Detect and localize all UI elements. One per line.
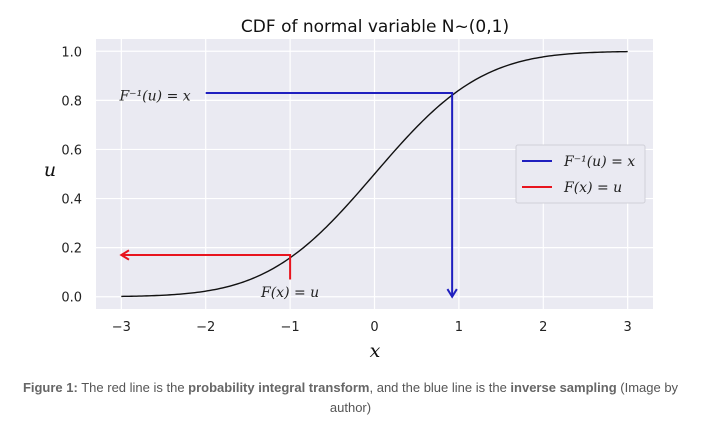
x-tick-label: 3 — [624, 320, 632, 335]
caption-text-2: , and the blue line is the — [369, 380, 511, 395]
figure-caption: Figure 1: The red line is the probabilit… — [0, 378, 701, 418]
x-tick-label: 2 — [539, 320, 547, 335]
legend-label-forward: F(x) = u — [563, 180, 622, 196]
y-tick-label: 0.4 — [61, 193, 82, 208]
x-tick-labels: −3 −2 −1 0 1 2 3 — [112, 320, 632, 335]
legend-label-inverse: F⁻¹(u) = x — [563, 154, 635, 170]
caption-bold-1: probability integral transform — [188, 380, 370, 395]
caption-bold-2: inverse sampling — [510, 380, 617, 395]
y-tick-label: 0.2 — [61, 242, 82, 257]
y-tick-label: 0.6 — [61, 143, 82, 158]
annotation-inverse: F⁻¹(u) = x — [118, 88, 190, 104]
y-tick-label: 0.8 — [61, 94, 82, 109]
series-line-1 — [121, 254, 292, 280]
caption-text-1: The red line is the — [77, 380, 189, 395]
y-tick-label: 0.0 — [61, 291, 82, 306]
caption-line-2: author) — [329, 400, 372, 415]
cdf-curve-line — [121, 50, 628, 298]
caption-text-3: (Image by — [616, 380, 679, 395]
chart-title: CDF of normal variable N~(0,1) — [241, 17, 509, 37]
legend-box — [515, 144, 646, 204]
x-tick-label: 0 — [370, 320, 378, 335]
caption-prefix: Figure 1: — [22, 380, 78, 395]
series-line-0 — [205, 92, 454, 297]
y-tick-label: 1.0 — [61, 45, 82, 60]
series-arrowhead-0 — [446, 288, 458, 299]
x-tick-label: −3 — [112, 320, 131, 335]
x-tick-label: 1 — [455, 320, 463, 335]
legend: F⁻¹(u) = x F(x) = u — [515, 144, 646, 204]
cdf-chart: CDF of normal variable N~(0,1) −3 −2 −1 0 1 2… — [44, 17, 653, 362]
series-arrowhead-1 — [119, 249, 130, 261]
series-paths — [119, 92, 458, 299]
annotation-forward: F(x) = u — [260, 285, 319, 301]
x-tick-label: −2 — [196, 320, 215, 335]
y-axis-label: u — [44, 159, 56, 181]
x-axis-label: x — [370, 340, 381, 362]
y-tick-labels: 0.0 0.2 0.4 0.6 0.8 1.0 — [61, 45, 82, 305]
x-tick-label: −1 — [281, 320, 300, 335]
